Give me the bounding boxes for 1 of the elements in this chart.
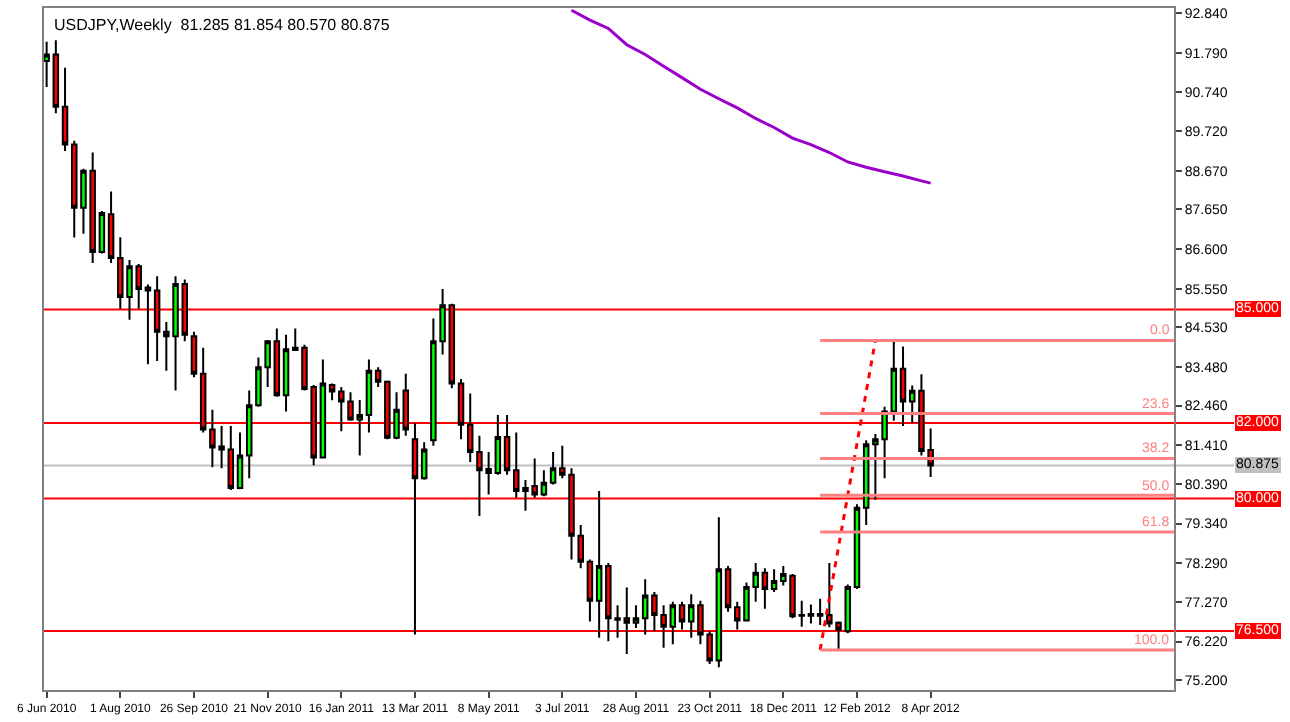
- text: USDJPY,Weekly 81.285 81.854 80.570 80.875: [54, 16, 391, 34]
